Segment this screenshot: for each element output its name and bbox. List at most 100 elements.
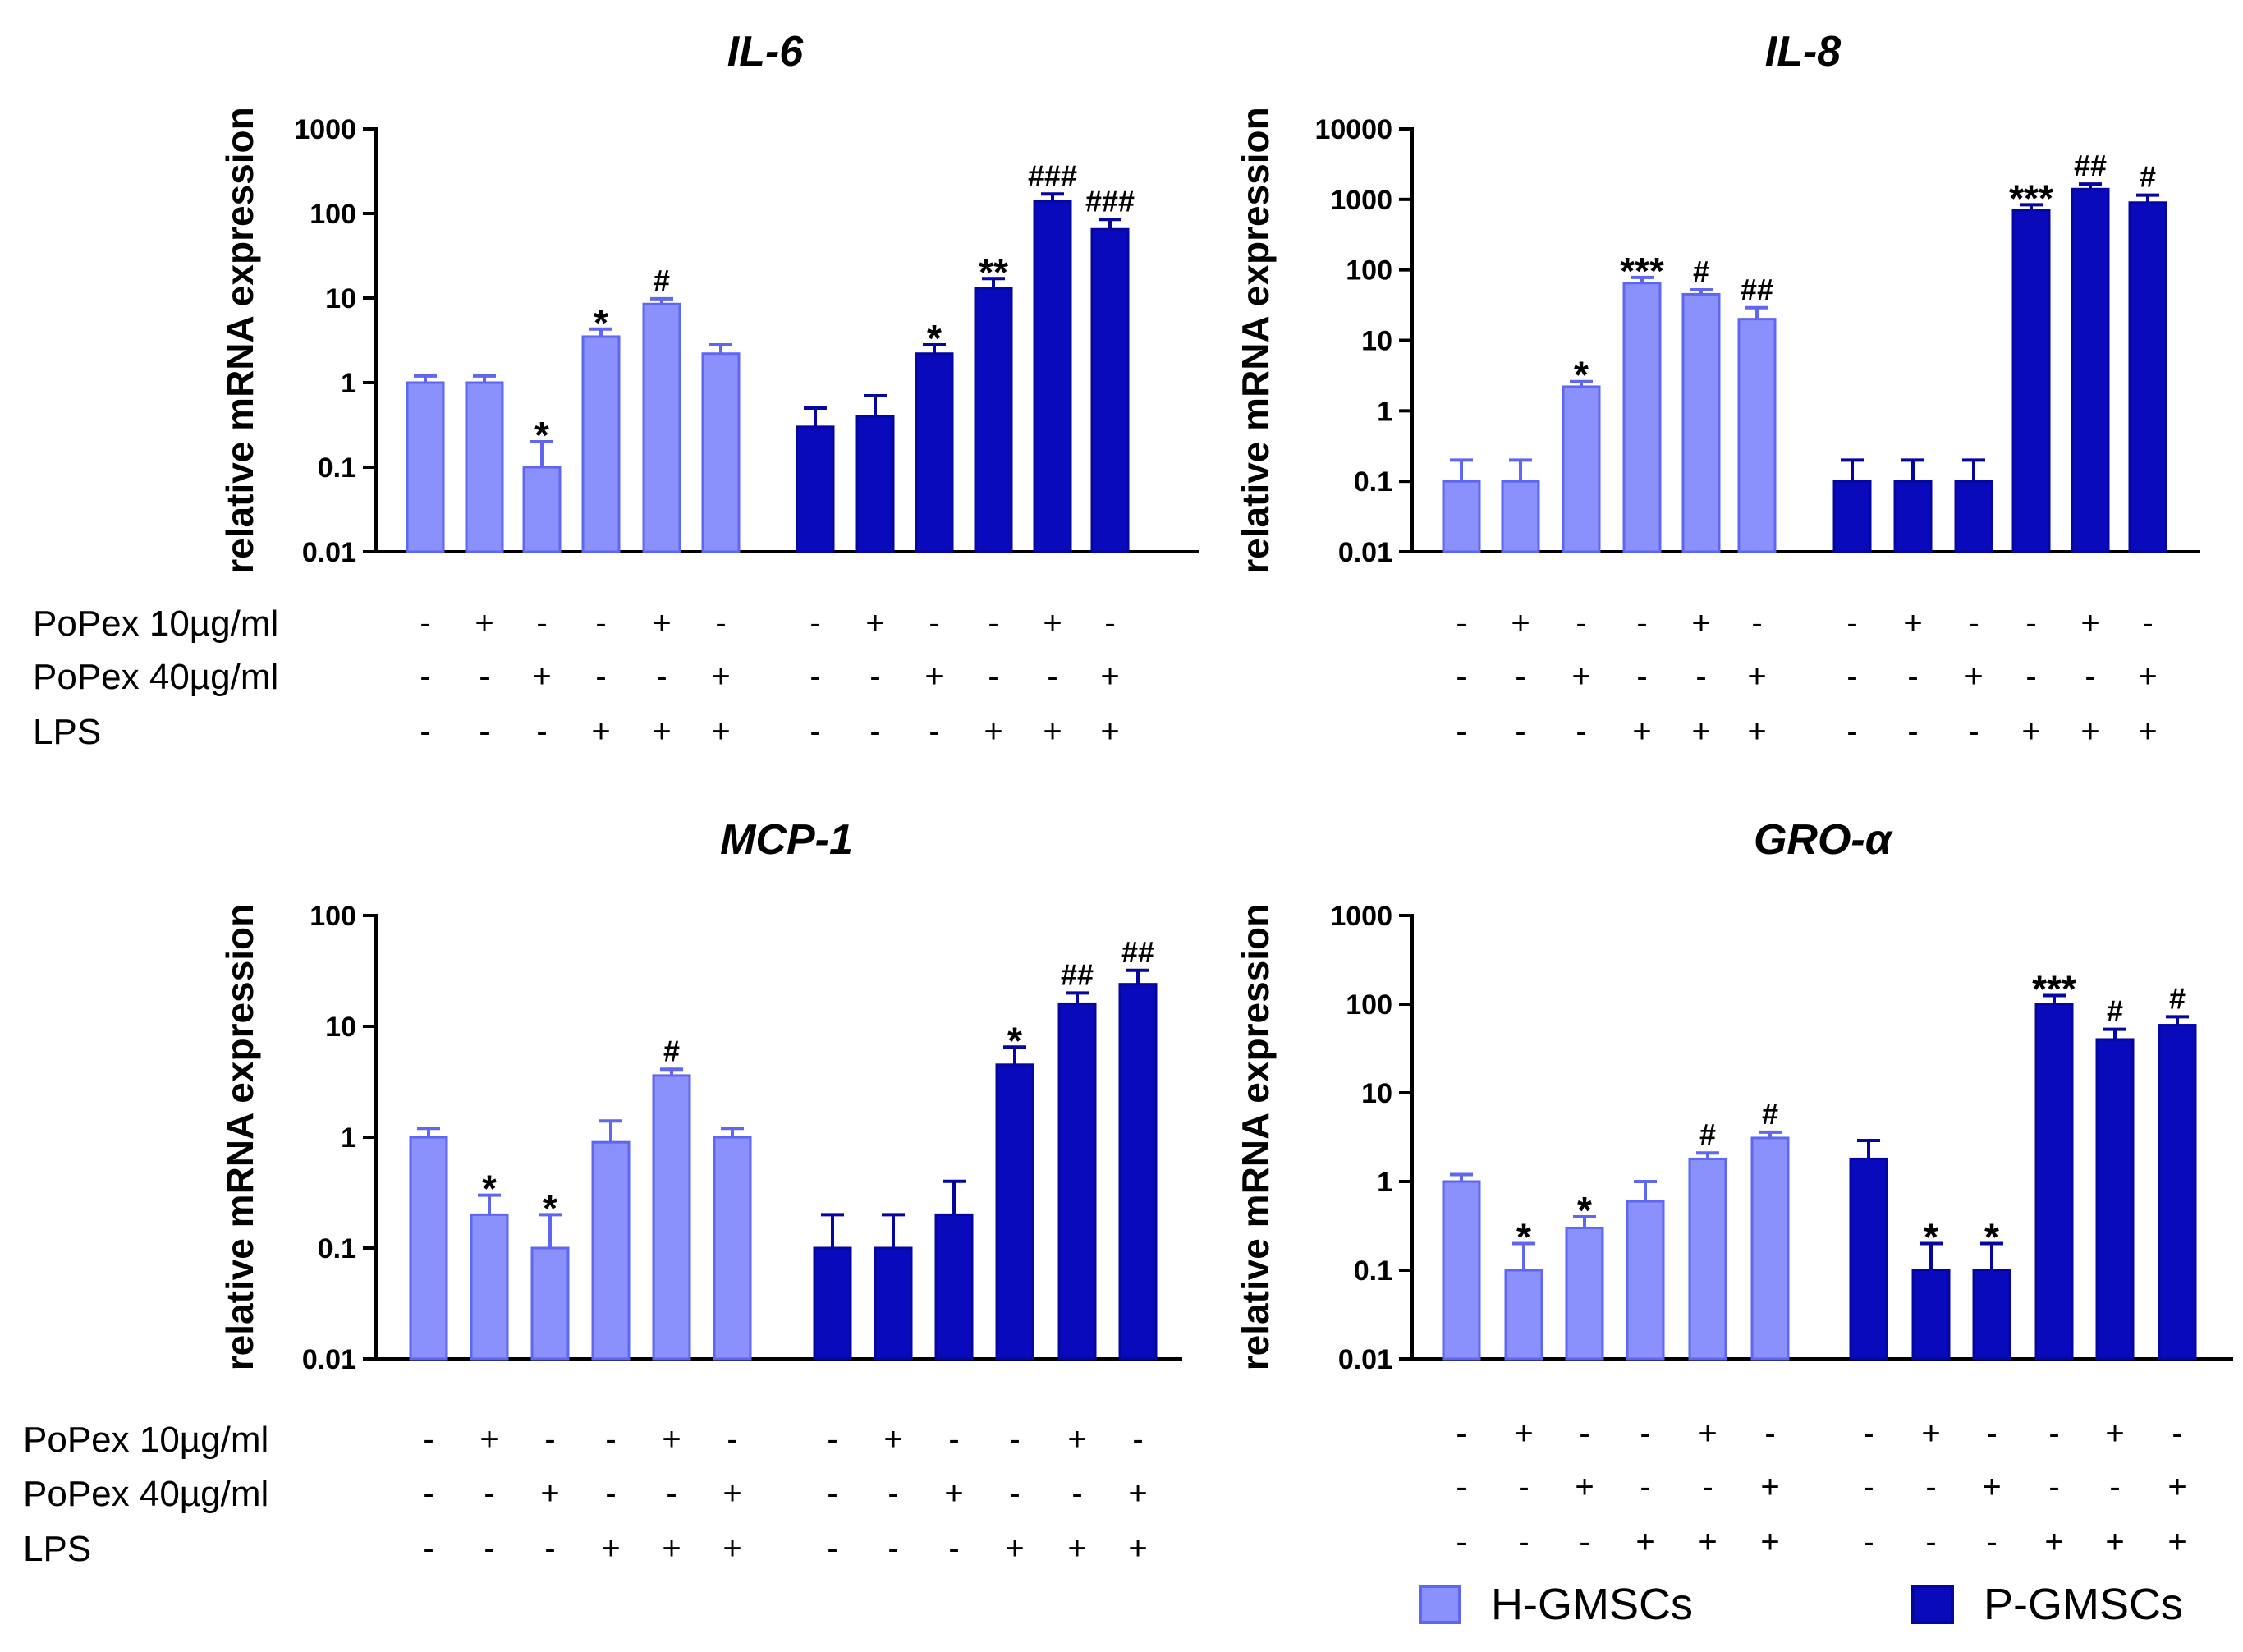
y-tick-label: 10 [1361,1078,1392,1109]
condition-sign: - [2025,605,2036,641]
condition-sign: - [484,1530,494,1567]
condition-sign: + [2080,714,2099,750]
bar-p-gmscs-3 [915,352,954,553]
bar-h-gmscs-6 [1737,318,1777,553]
y-tick-label: 0.01 [1338,537,1392,568]
bar-p-gmscs-1 [796,425,835,553]
condition-sign: + [1511,605,1530,641]
y-tick-label: 0.1 [1354,1255,1392,1287]
significance-label: * [1007,1019,1022,1062]
condition-sign: - [1702,1469,1713,1505]
bar-p-gmscs-5 [2071,187,2110,553]
condition-sign: - [1640,1416,1650,1452]
condition-sign: - [1846,714,1857,750]
condition-sign: + [1067,1421,1086,1457]
significance-label: ## [2074,149,2107,182]
bar-p-gmscs-3 [1972,1269,2011,1361]
significance-label: # [654,264,670,297]
condition-sign: + [540,1475,559,1512]
bar-h-gmscs-1 [1442,1180,1481,1361]
condition-sign: - [2025,659,2036,695]
condition-sign: - [544,1530,555,1567]
condition-sign: + [662,1421,681,1457]
legend-label-h-gmscs: H-GMSCs [1491,1580,1693,1629]
condition-sign: - [423,1421,433,1457]
condition-sign: - [544,1421,555,1457]
bar-p-gmscs-6 [2158,1024,2197,1361]
significance-label: # [2169,981,2186,1015]
condition-sign: - [423,1475,433,1512]
condition-sign: + [984,714,1002,750]
condition-sign: + [1691,605,1710,641]
bar-h-gmscs-1 [406,381,445,553]
y-axis-label: relative mRNA expression [1234,107,1277,573]
bar-h-gmscs-5 [652,1074,691,1361]
significance-label: # [1762,1097,1778,1131]
legend-swatch-h-gmscs [1419,1585,1461,1624]
y-tick-label: 1 [341,1122,356,1154]
condition-sign: - [595,605,606,641]
bar-p-gmscs-4 [2034,1003,2074,1361]
condition-sign: + [1691,714,1710,750]
condition-sign: + [1760,1524,1779,1560]
significance-label: ### [1028,158,1077,192]
condition-sign: + [2138,659,2157,695]
condition-sign: - [1579,1524,1589,1560]
condition-sign: - [1576,714,1586,750]
y-tick-label: 100 [1346,989,1392,1021]
condition-sign: + [1760,1469,1779,1505]
condition-sign: - [1968,714,1979,750]
bar-h-gmscs-6 [713,1136,752,1361]
condition-sign: - [656,659,667,695]
bar-p-gmscs-4 [974,287,1013,553]
y-tick-label: 1 [1377,396,1392,427]
condition-sign: + [2167,1469,2186,1505]
condition-sign: - [1047,659,1057,695]
condition-sign: + [1698,1416,1717,1452]
condition-sign: - [479,659,489,695]
bar-h-gmscs-4 [1622,282,1662,553]
condition-sign: - [810,714,820,750]
condition-sign: - [1515,659,1525,695]
bar-p-gmscs-6 [1118,983,1158,1361]
y-tick-label: 100 [1346,255,1392,287]
condition-sign: - [727,1421,737,1457]
condition-sign: + [2080,605,2099,641]
condition-sign: + [1921,1416,1940,1452]
condition-sign: + [2138,714,2157,750]
bar-h-gmscs-5 [1681,292,1721,553]
condition-sign: - [810,659,820,695]
significance-label: # [663,1034,680,1067]
y-tick-label: 1000 [1330,901,1392,932]
condition-sign: - [420,659,430,695]
condition-sign: - [1071,1475,1082,1512]
condition-sign: + [1632,714,1651,750]
bar-h-gmscs-4 [581,335,621,553]
condition-row-label: PoPex 10µg/ml [23,1420,268,1460]
condition-sign: + [2044,1524,2063,1560]
condition-sign: - [605,1475,616,1512]
bar-h-gmscs-2 [470,1213,509,1361]
condition-sign: - [988,659,998,695]
condition-sign: - [948,1530,959,1567]
condition-sign: + [722,1475,741,1512]
bar-p-gmscs-2 [1893,480,1933,553]
significance-label: ## [1122,935,1154,969]
significance-label: # [1699,1117,1716,1151]
condition-sign: + [1698,1524,1717,1560]
condition-sign: + [662,1530,681,1567]
condition-sign: - [715,605,726,641]
condition-sign: - [827,1530,837,1567]
condition-sign: + [711,659,730,695]
significance-label: * [594,301,608,344]
chart-title: GRO-α [1754,816,1894,864]
y-tick-label: 10000 [1314,114,1392,145]
condition-sign: - [888,1530,898,1567]
condition-sign: - [1695,659,1706,695]
condition-row-label: LPS [23,1529,91,1569]
condition-sign: - [988,605,998,641]
significance-label: * [1577,1189,1592,1232]
condition-row-label: PoPex 40µg/ml [23,1474,268,1514]
condition-sign: - [1863,1416,1874,1452]
condition-sign: + [1043,714,1062,750]
